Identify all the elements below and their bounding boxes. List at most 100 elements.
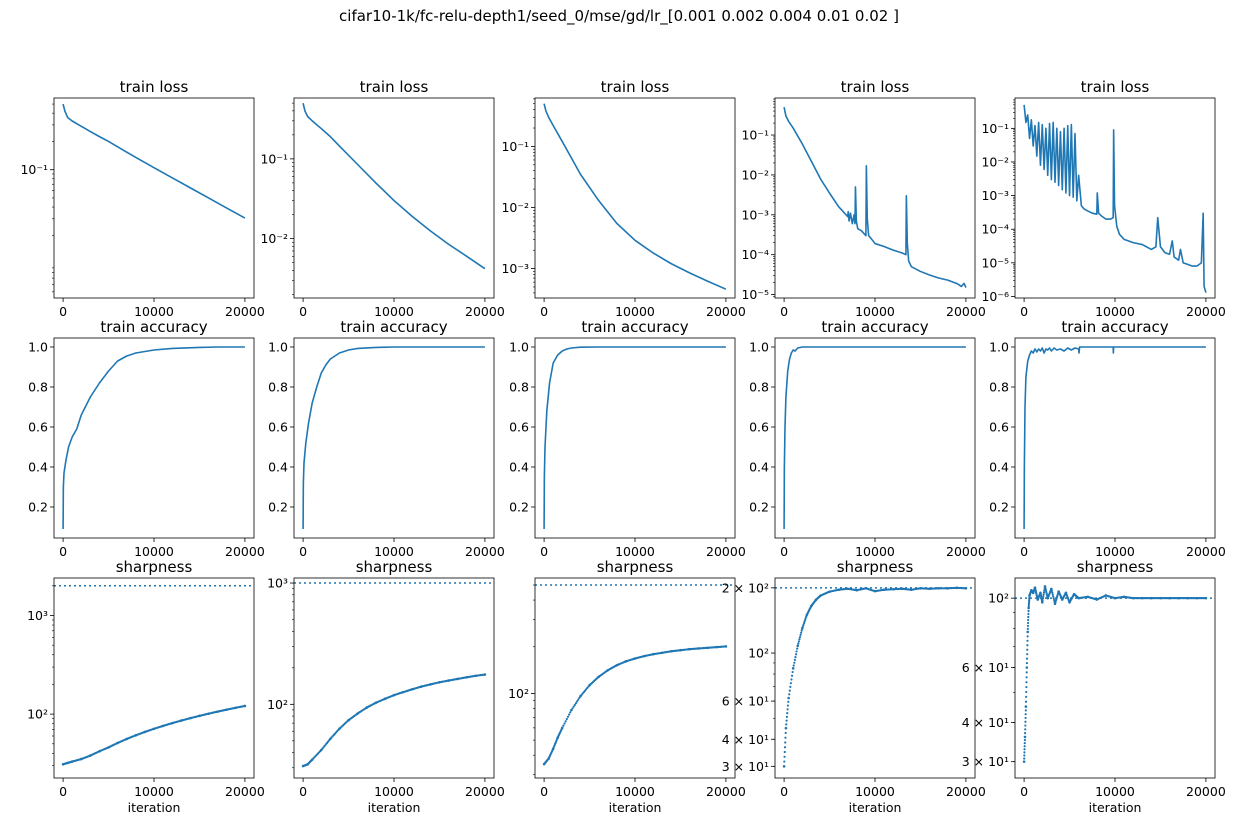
- data-point-fill: [1025, 671, 1028, 674]
- data-point-fill: [569, 711, 572, 714]
- x-tick-label: 10000: [855, 544, 895, 559]
- x-tick-label: 0: [299, 544, 307, 559]
- y-tick-label: 10⁻²: [981, 154, 1009, 169]
- x-tick-label: 10000: [1095, 304, 1135, 319]
- x-tick-label: 20000: [225, 784, 265, 799]
- y-tick-label: 10³: [267, 576, 288, 591]
- subplot-1-0: train accuracy 0 10000 20000 0.2 0.4 0.6 0.8 1.0: [28, 318, 265, 559]
- data-point: [964, 586, 968, 590]
- x-tick-label: 20000: [225, 544, 265, 559]
- y-tick-label: 0.6: [989, 420, 1009, 435]
- y-tick-label: 6 × 10¹: [962, 660, 1009, 675]
- x-axis-label: iteration: [368, 800, 421, 815]
- data-point-fill: [802, 622, 806, 625]
- subplot-2-4: sharpness 0 10000 20000 3 × 10¹ 4 × 10¹ 6 × 10…: [962, 558, 1226, 815]
- y-tick-label: 1.0: [268, 340, 288, 355]
- data-point-fill: [563, 722, 566, 725]
- x-tick-label: 10000: [374, 304, 414, 319]
- y-tick-label: 0.4: [989, 460, 1009, 475]
- x-tick-label: 0: [780, 544, 788, 559]
- data-point-fill: [798, 638, 801, 641]
- data-point-fill: [578, 696, 581, 700]
- data-point-fill: [1025, 681, 1028, 684]
- y-tick-label: 0.6: [268, 420, 288, 435]
- axes-frame: [293, 337, 495, 539]
- axes-frame: [53, 577, 255, 779]
- y-tick-label: 0.8: [268, 380, 288, 395]
- data-point-fill: [1023, 751, 1026, 754]
- y-tick-label: 10⁻²: [501, 200, 529, 215]
- y-tick-label: 10⁻³: [501, 261, 529, 276]
- x-tick-label: 20000: [706, 544, 746, 559]
- data-point-fill: [1027, 609, 1030, 613]
- y-tick-label: 2 × 10²: [722, 580, 769, 595]
- data-point-fill: [783, 750, 786, 754]
- data-point-fill: [784, 741, 787, 744]
- y-tick-label: 0.4: [509, 460, 529, 475]
- x-axis-label: iteration: [128, 800, 181, 815]
- data-point-fill: [798, 635, 802, 639]
- x-tick-label: 0: [299, 304, 307, 319]
- x-tick-label: 0: [1020, 304, 1028, 319]
- data-point-fill: [1026, 644, 1029, 647]
- subplot-title: sharpness: [837, 558, 914, 576]
- x-tick-label: 10000: [615, 304, 655, 319]
- data-point-fill: [1042, 591, 1046, 594]
- y-tick-label: 0.8: [989, 380, 1009, 395]
- x-tick-label: 20000: [946, 304, 986, 319]
- subplot-1-2: train accuracy 0 10000 20000 0.2 0.4 0.6 0.8 1.0: [509, 318, 746, 559]
- y-tick-label: 0.2: [28, 500, 48, 515]
- data-point-fill: [562, 724, 565, 727]
- plot-area: [543, 346, 726, 530]
- data-point-fill: [1027, 600, 1031, 603]
- y-tick-label: 4 × 10¹: [962, 715, 1009, 730]
- data-point: [724, 645, 728, 648]
- x-tick-label: 0: [540, 784, 548, 799]
- data-point-fill: [1026, 627, 1029, 631]
- axes-frame: [534, 577, 736, 779]
- data-point-fill: [1052, 598, 1056, 602]
- y-tick-label: 10⁻⁴: [741, 247, 769, 262]
- y-tick-label: 10³: [27, 608, 48, 623]
- data-point: [1050, 587, 1053, 591]
- plot-area: [775, 586, 975, 768]
- plot-area: [294, 582, 494, 768]
- data-point-fill: [1051, 593, 1054, 596]
- data-point-fill: [800, 629, 803, 632]
- data-point-fill: [1041, 597, 1045, 600]
- y-tick-label: 0.2: [749, 500, 769, 515]
- x-tick-label: 10000: [134, 304, 174, 319]
- data-point-fill: [1027, 603, 1030, 606]
- data-point-fill: [1024, 709, 1027, 712]
- data-point-fill: [1028, 599, 1031, 602]
- subplot-0-2: train loss 0 10000 20000 10⁻¹ 10⁻² 10⁻³: [501, 78, 745, 319]
- data-point-fill: [1026, 648, 1029, 651]
- x-axis-label: iteration: [849, 800, 902, 815]
- y-tick-label: 10⁻⁵: [741, 287, 769, 302]
- data-point-fill: [803, 620, 806, 623]
- x-tick-label: 20000: [946, 544, 986, 559]
- subplot-0-1: train loss 0 10000 20000 10⁻¹ 10⁻²: [260, 78, 504, 319]
- series-line: [783, 346, 966, 530]
- plot-area: [535, 584, 735, 766]
- x-tick-label: 0: [1020, 544, 1028, 559]
- subplot-title: train loss: [841, 78, 910, 96]
- data-point-fill: [1050, 589, 1053, 592]
- subplot-title: train loss: [120, 78, 189, 96]
- data-point: [784, 726, 788, 730]
- x-tick-label: 20000: [1186, 784, 1226, 799]
- data-point-fill: [785, 723, 788, 726]
- data-point-fill: [1024, 732, 1027, 735]
- data-point: [1024, 705, 1028, 708]
- x-tick-label: 0: [780, 784, 788, 799]
- data-point-fill: [784, 736, 787, 739]
- series-line: [302, 346, 485, 530]
- subplot-title: train loss: [601, 78, 670, 96]
- plot-area: [302, 102, 486, 270]
- x-tick-label: 20000: [465, 304, 505, 319]
- plot-area: [1015, 585, 1215, 763]
- y-tick-label: 3 × 10¹: [722, 759, 769, 774]
- subplot-title: train accuracy: [581, 318, 688, 336]
- data-point-fill: [797, 640, 800, 643]
- data-point-fill: [1027, 615, 1030, 619]
